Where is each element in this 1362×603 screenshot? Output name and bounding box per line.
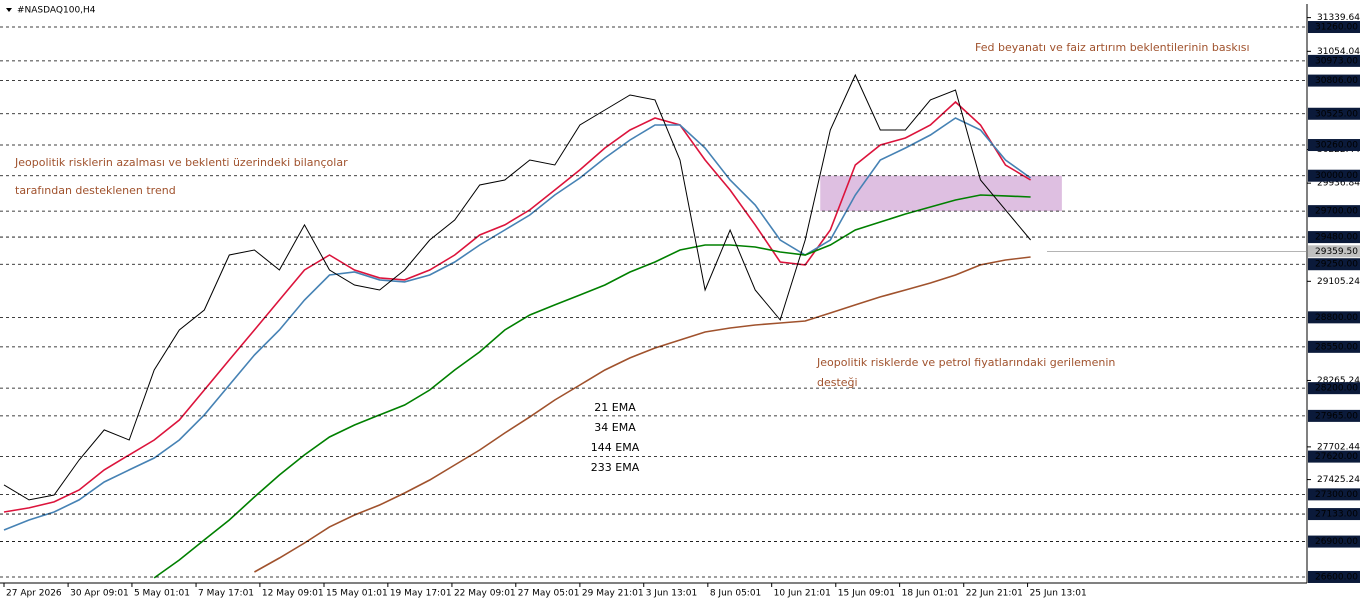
legend-entry: 233 EMA [591,461,640,474]
x-tick-label: 27 May 05:01 [518,589,580,599]
level-label: 28800.00 [1315,313,1358,323]
level-label: 27620.00 [1315,452,1358,462]
level-label: 30260.00 [1315,141,1358,151]
x-tick-label: 3 Jun 13:01 [646,589,697,599]
x-tick-label: 8 Jun 05:01 [710,589,761,599]
level-label-box [1308,205,1360,218]
level-label-box [1308,340,1360,353]
level-label-box [1308,311,1360,324]
level-label: 29250.00 [1315,260,1358,270]
level-label-box [1308,382,1360,395]
x-tick-label: 30 Apr 09:01 [70,589,129,599]
x-tick-label: 27 Apr 2026 [6,589,62,599]
y-tick-label: 27702.44 [1317,442,1360,452]
level-label-box [1308,21,1360,34]
level-label: 29480.00 [1315,233,1358,243]
level-label-box [1308,535,1360,548]
y-tick-label: 29936.84 [1317,179,1360,189]
x-tick-label: 10 Jun 21:01 [774,589,831,599]
level-label-box [1308,450,1360,463]
level-label-box [1308,169,1360,182]
level-label: 29700.00 [1315,207,1358,217]
zone [820,175,1062,212]
x-tick-label: 22 Jun 21:01 [966,589,1023,599]
y-tick-label: 28265.24 [1317,376,1360,386]
legend-entry: 144 EMA [591,441,640,454]
ema-line [153,194,1031,579]
annotation: Jeopolitik risklerin azalması ve beklent… [14,156,348,169]
level-label: 26900.00 [1315,537,1358,547]
legend-entry: 34 EMA [594,421,636,434]
level-label-box [1308,74,1360,87]
y-tick-label: 31339.64 [1317,13,1360,23]
y-tick-label: 29105.24 [1317,277,1360,287]
x-tick-label: 15 Jun 09:01 [838,589,895,599]
ema-line [3,100,1032,513]
chart-title: #NASDAQ100,H4 [17,6,96,16]
x-tick-label: 25 Jun 13:01 [1030,589,1087,599]
legend-entry: 21 EMA [594,401,636,414]
level-label: 31260.00 [1315,23,1358,33]
level-label: 27965.00 [1315,411,1358,421]
y-tick-label: 27425.24 [1317,475,1360,485]
level-label-box [1308,107,1360,120]
level-label-box [1308,54,1360,67]
x-tick-label: 7 May 17:01 [198,589,254,599]
level-label-box [1308,409,1360,422]
x-tick-label: 18 Jun 01:01 [902,589,959,599]
x-tick-label: 15 May 01:01 [326,589,388,599]
ema-line [3,117,1032,531]
menu-icon[interactable] [6,8,12,12]
level-label-box [1308,258,1360,271]
annotation: desteği [817,376,858,389]
x-tick-label: 19 May 17:01 [390,589,452,599]
y-tick-label: 31054.04 [1317,47,1360,57]
x-tick-label: 29 May 21:01 [582,589,644,599]
level-label: 26600.00 [1315,572,1358,582]
x-tick-label: 22 May 09:01 [454,589,516,599]
last-price-label: 29359.50 [1315,247,1358,257]
annotation: Fed beyanatı ve faiz artırım beklentiler… [975,41,1250,54]
level-label: 30806.00 [1315,76,1358,86]
level-label: 27133.00 [1315,510,1358,520]
x-tick-label: 12 May 09:01 [262,589,324,599]
last-price-box [1308,245,1360,258]
level-label: 30973.00 [1315,56,1358,66]
ema-line [254,256,1031,573]
level-label-box [1308,231,1360,244]
level-label: 30525.00 [1315,109,1358,119]
annotation: tarafından desteklenen trend [15,184,176,197]
x-tick-label: 5 May 01:01 [134,589,190,599]
level-label: 27300.00 [1315,490,1358,500]
level-label-box [1308,570,1360,583]
annotation: Jeopolitik risklerde ve petrol fiyatları… [816,356,1115,369]
level-label: 28550.00 [1315,342,1358,352]
level-label: 28200.00 [1315,384,1358,394]
level-label-box [1308,139,1360,152]
level-label-box [1308,508,1360,521]
level-label-box [1308,488,1360,501]
level-label: 30000.00 [1315,171,1358,181]
price-line [3,73,1031,501]
